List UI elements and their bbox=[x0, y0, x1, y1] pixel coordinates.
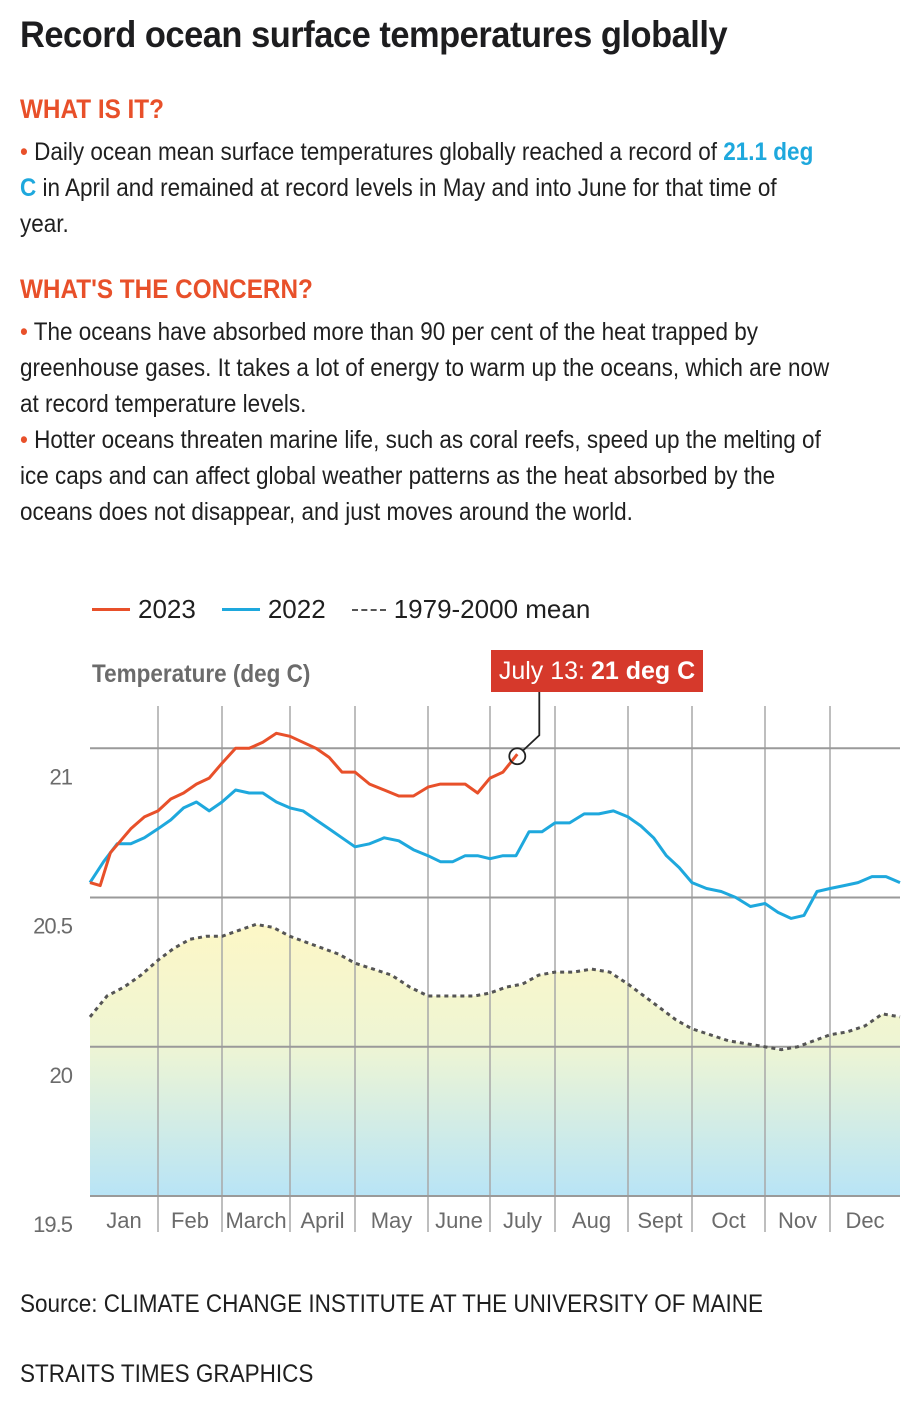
chart-plot: 19.5 20 20.5 21 Jan Feb March April May June July… bbox=[33, 692, 901, 1237]
annotation-marker bbox=[508, 747, 527, 766]
x-tick-label: Sept bbox=[637, 1208, 682, 1233]
x-tick-label: June bbox=[435, 1208, 483, 1233]
concern-paragraph-1: • The oceans have absorbed more than 90 … bbox=[20, 314, 830, 422]
y-tick-label: 21 bbox=[50, 764, 73, 789]
text: The oceans have absorbed more than 90 pe… bbox=[20, 318, 830, 418]
x-tick-label: Dec bbox=[845, 1208, 884, 1233]
legend-label-2022: 2022 bbox=[267, 594, 326, 624]
text: Daily ocean mean surface temperatures gl… bbox=[34, 138, 724, 166]
record-highlight: 21.1 deg C bbox=[20, 138, 814, 202]
callout-label: July 13: 21 deg C bbox=[491, 650, 703, 692]
series-line-2022 bbox=[88, 788, 901, 920]
y-tick-label: 20.5 bbox=[33, 914, 73, 939]
series-line-1979-2000-mean bbox=[88, 922, 901, 1052]
legend-swatch-mean bbox=[351, 608, 386, 611]
legend-swatch-2023 bbox=[92, 608, 130, 611]
legend-item-mean: 1979-2000 mean bbox=[351, 594, 591, 625]
annotation-leader-line bbox=[522, 692, 541, 751]
x-tick-label: May bbox=[371, 1208, 413, 1233]
x-tick-label: April bbox=[300, 1208, 344, 1233]
legend-label-2023: 2023 bbox=[138, 594, 196, 624]
callout-date: July 13: bbox=[498, 656, 585, 685]
source-note: Source: CLIMATE CHANGE INSTITUTE AT THE … bbox=[20, 1290, 764, 1318]
y-axis-title: Temperature (deg C) bbox=[92, 660, 311, 688]
bullet-icon: • bbox=[20, 318, 28, 346]
what-is-it-paragraph: • Daily ocean mean surface temperatures … bbox=[20, 134, 830, 242]
y-tick-label: 20 bbox=[50, 1063, 73, 1088]
graphics-credit: STRAITS TIMES GRAPHICS bbox=[20, 1360, 314, 1388]
section-heading-what-is-it: WHAT IS IT? bbox=[20, 94, 164, 124]
mean-area-fill bbox=[90, 924, 900, 1196]
x-tick-label: Oct bbox=[711, 1208, 745, 1233]
x-tick-label: July bbox=[503, 1208, 542, 1233]
text: in April and remained at record levels i… bbox=[20, 174, 777, 238]
x-tick-label: Jan bbox=[106, 1208, 141, 1233]
page-title: Record ocean surface temperatures global… bbox=[20, 14, 728, 55]
callout-value: 21 deg C bbox=[590, 656, 696, 685]
y-tick-label: 19.5 bbox=[33, 1212, 73, 1237]
x-tick-label: Aug bbox=[572, 1208, 611, 1233]
series-line-2023 bbox=[89, 731, 519, 888]
text: Hotter oceans threaten marine life, such… bbox=[20, 426, 821, 526]
legend-swatch-2022 bbox=[221, 608, 260, 611]
legend-item-2023: 2023 bbox=[92, 594, 196, 625]
x-tick-label: Nov bbox=[778, 1208, 817, 1233]
bullet-icon: • bbox=[20, 426, 28, 454]
bullet-icon: • bbox=[20, 138, 28, 166]
legend-label-mean: 1979-2000 mean bbox=[393, 594, 591, 624]
x-tick-label: Feb bbox=[171, 1208, 209, 1233]
chart-legend: 2023 2022 1979-2000 mean bbox=[92, 594, 616, 625]
section-heading-concern: WHAT'S THE CONCERN? bbox=[20, 274, 313, 304]
legend-item-2022: 2022 bbox=[221, 594, 326, 625]
x-tick-label: March bbox=[225, 1208, 286, 1233]
concern-paragraph-2: • Hotter oceans threaten marine life, su… bbox=[20, 422, 830, 530]
